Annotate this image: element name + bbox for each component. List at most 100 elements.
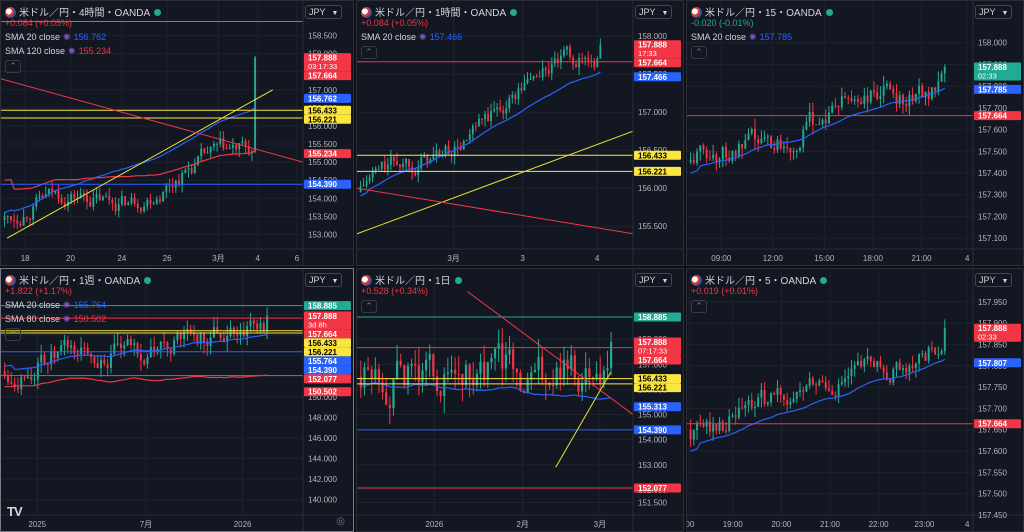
price-label-text: 156.433 — [308, 339, 337, 348]
candle — [734, 415, 737, 418]
indicator-legend[interactable]: SMA 20 close ✺ 157.785 — [691, 32, 792, 43]
indicator-settings-icon[interactable]: ✺ — [63, 32, 71, 42]
candle — [63, 339, 66, 346]
us-jp-flag-icon — [691, 7, 702, 18]
currency-selector[interactable]: JPY ▼ — [635, 273, 673, 287]
symbol-header[interactable]: 米ドル／円・1時間・OANDA — [361, 4, 518, 19]
collapse-legend-icon[interactable]: ⌃ — [5, 60, 21, 73]
currency-label[interactable]: JPY — [979, 275, 996, 285]
currency-selector[interactable]: JPY ▼ — [305, 5, 343, 19]
symbol-header[interactable]: 米ドル／円・1週・OANDA — [5, 272, 152, 287]
chart-svg[interactable]: 158.000157.900157.800157.700157.600157.5… — [687, 1, 1023, 265]
indicator-legend[interactable]: SMA 120 close ✺ 155.234 — [5, 46, 111, 57]
collapse-legend-icon[interactable]: ⌃ — [361, 46, 377, 59]
collapse-legend-icon[interactable]: ⌃ — [361, 300, 377, 313]
chart-svg[interactable]: 158.000157.000156.000155.000154.000153.0… — [357, 269, 683, 531]
sma-line-short — [360, 71, 601, 197]
candle — [50, 351, 53, 365]
settings-icon[interactable]: ◎ — [336, 516, 345, 527]
indicator-legend[interactable]: SMA 80 close ✺ 150.502 — [5, 314, 106, 325]
candle — [856, 360, 859, 365]
price-axis[interactable] — [303, 1, 353, 265]
indicator-legend[interactable]: SMA 20 close ✺ 155.764 — [5, 300, 106, 311]
candle — [209, 146, 212, 153]
indicator-settings-icon[interactable]: ✺ — [749, 32, 757, 42]
price-axis[interactable] — [973, 269, 1023, 531]
candle — [162, 191, 165, 202]
candle — [381, 382, 384, 393]
candle — [76, 353, 79, 355]
candle — [532, 76, 535, 79]
candle — [779, 388, 782, 396]
chart-svg[interactable]: 158.000156.000154.000152.000150.000148.0… — [1, 269, 353, 531]
currency-selector[interactable]: JPY ▼ — [975, 273, 1013, 287]
candle — [863, 359, 866, 367]
symbol-header[interactable]: 米ドル／円・15・OANDA — [691, 4, 833, 19]
trend-line[interactable] — [555, 371, 612, 468]
symbol-title[interactable]: 米ドル／円・1週・OANDA — [19, 276, 141, 287]
trend-line[interactable] — [467, 291, 634, 415]
price-axis[interactable] — [973, 1, 1023, 265]
price-label — [974, 62, 1021, 81]
chart-svg[interactable]: 158.500158.000157.500157.000156.500156.0… — [1, 1, 353, 265]
candle — [747, 400, 750, 405]
chart-pane-p6[interactable]: 157.950157.900157.850157.800157.750157.7… — [686, 268, 1024, 532]
collapse-legend-icon[interactable]: ⌃ — [691, 300, 707, 313]
price-label — [304, 365, 351, 375]
symbol-header[interactable]: 米ドル／円・5・OANDA — [691, 272, 828, 287]
price-label-text: 156.221 — [308, 348, 337, 357]
indicator-settings-icon[interactable]: ✺ — [63, 314, 71, 324]
chart-pane-p5[interactable]: 158.000157.000156.000155.000154.000153.0… — [356, 268, 684, 532]
candle — [908, 365, 911, 373]
symbol-title[interactable]: 米ドル／円・1時間・OANDA — [375, 8, 507, 19]
us-jp-flag-icon — [691, 275, 702, 286]
indicator-legend[interactable]: SMA 20 close ✺ 157.466 — [361, 32, 462, 43]
symbol-title[interactable]: 米ドル／円・1日 — [375, 276, 451, 287]
trend-line[interactable] — [6, 89, 274, 239]
trend-line[interactable] — [357, 130, 634, 235]
candle — [13, 219, 16, 221]
symbol-header[interactable]: 米ドル／円・4時間・OANDA — [5, 4, 162, 19]
price-label — [634, 150, 681, 160]
trend-line[interactable] — [1, 78, 304, 163]
symbol-title[interactable]: 米ドル／円・4時間・OANDA — [19, 8, 151, 19]
indicator-settings-icon[interactable]: ✺ — [419, 32, 427, 42]
currency-label[interactable]: JPY — [309, 7, 326, 17]
candle — [766, 402, 769, 404]
currency-selector[interactable]: JPY ▼ — [635, 5, 673, 19]
currency-selector[interactable]: JPY ▼ — [305, 273, 343, 287]
collapse-legend-icon[interactable]: ⌃ — [5, 328, 21, 341]
indicator-settings-icon[interactable]: ✺ — [63, 300, 71, 310]
indicator-settings-icon[interactable]: ✺ — [68, 46, 76, 56]
chart-svg[interactable]: 157.950157.900157.850157.800157.750157.7… — [687, 269, 1023, 531]
trend-line[interactable] — [357, 187, 634, 235]
symbol-title[interactable]: 米ドル／円・5・OANDA — [705, 276, 817, 287]
candle — [468, 364, 471, 380]
chart-pane-p2[interactable]: 158.000157.500157.000156.500156.000155.5… — [356, 0, 684, 266]
candle — [869, 356, 872, 362]
candle — [229, 327, 232, 336]
y-tick-label: 157.950 — [978, 298, 1007, 307]
price-label-text: 155.234 — [308, 150, 337, 159]
candle — [22, 217, 25, 226]
price-change: +0.084 (+0.05%) — [5, 18, 73, 28]
symbol-title[interactable]: 米ドル／円・15・OANDA — [705, 8, 822, 19]
currency-label[interactable]: JPY — [639, 7, 656, 17]
currency-label[interactable]: JPY — [639, 275, 656, 285]
chart-pane-p3[interactable]: 158.000157.900157.800157.700157.600157.5… — [686, 0, 1024, 266]
candle — [940, 351, 943, 355]
currency-label[interactable]: JPY — [309, 275, 326, 285]
currency-selector[interactable]: JPY ▼ — [975, 5, 1013, 19]
currency-label[interactable]: JPY — [979, 7, 996, 17]
us-jp-flag-icon — [5, 7, 16, 18]
candle — [163, 341, 166, 343]
collapse-legend-icon[interactable]: ⌃ — [691, 46, 707, 59]
symbol-header[interactable]: 米ドル／円・1日 — [361, 272, 462, 287]
candle — [866, 356, 869, 360]
indicator-legend[interactable]: SMA 20 close ✺ 156.762 — [5, 32, 106, 43]
chart-pane-p1[interactable]: 158.500158.000157.500157.000156.500156.0… — [0, 0, 354, 266]
candle — [556, 58, 559, 64]
countdown-text: 07:17:33 — [638, 347, 667, 356]
chart-pane-p4[interactable]: 158.000156.000154.000152.000150.000148.0… — [0, 268, 354, 532]
chart-svg[interactable]: 158.000157.500157.000156.500156.000155.5… — [357, 1, 683, 265]
